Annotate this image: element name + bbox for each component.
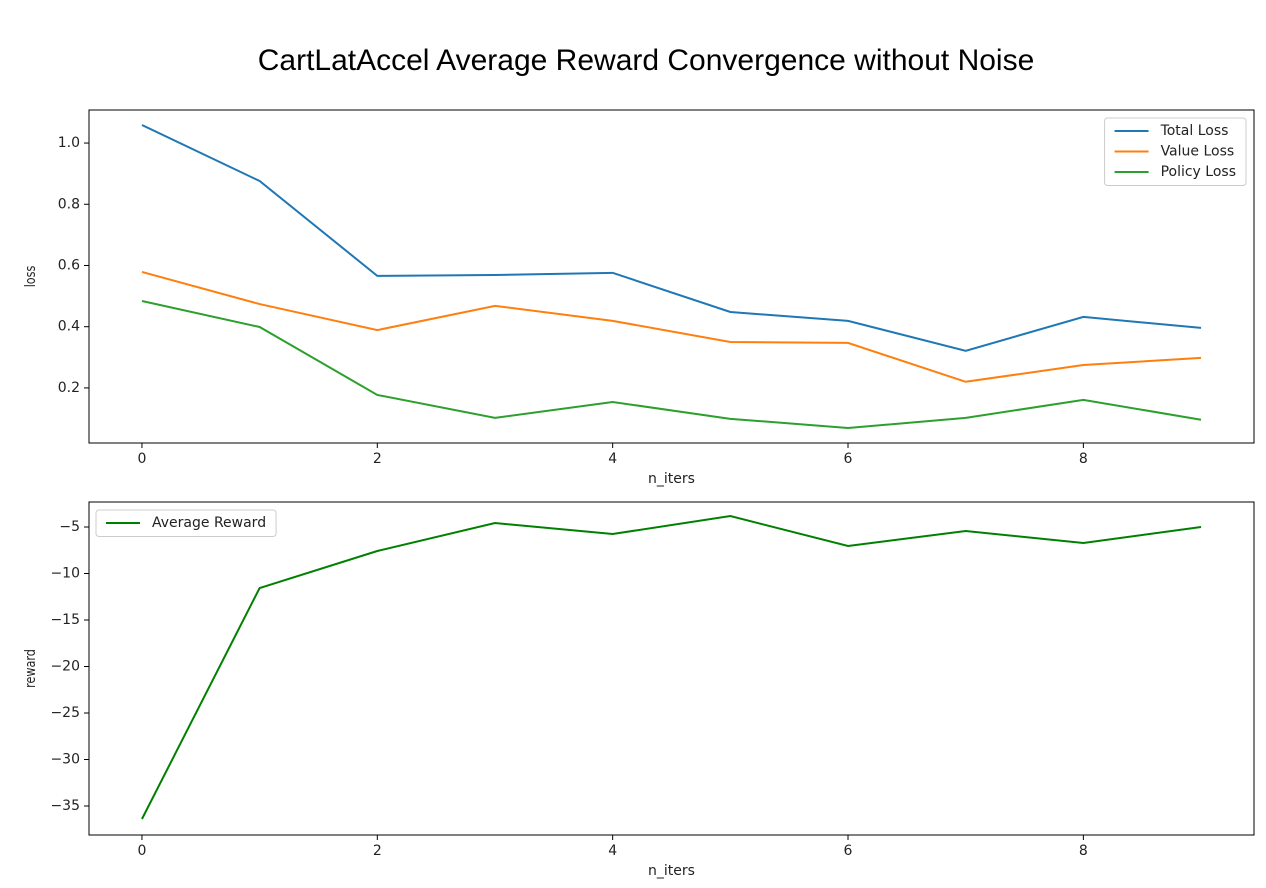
legend-label: Policy Loss [1161,164,1236,180]
x-tick-label: 6 [844,843,853,859]
line [141,515,1202,820]
y-tick-label: −15 [50,612,80,628]
subplot: 0 2 4 6 8 −35 −30 −25 −20 −15 −10 −5 n_iters reward Av… [22,501,1255,879]
x-tick-label: 8 [1079,843,1088,859]
x-tick-label: 6 [844,451,853,467]
x-axis-label: n_iters [648,471,695,487]
y-tick-label: −30 [50,751,80,767]
x-tick-label: 2 [373,843,382,859]
legend: Average Reward [95,509,277,537]
y-tick-label: −10 [50,566,80,582]
line [141,300,1202,430]
y-axis-label: reward [22,649,39,688]
y-tick-label: 0.4 [58,319,80,335]
x-tick-label: 0 [137,843,146,859]
x-tick-label: 2 [373,451,382,467]
axes-frame [88,501,1255,836]
line [141,270,1202,383]
figure-title: CartLatAccel Average Reward Convergence … [258,44,1035,77]
legend-frame [1104,117,1247,186]
x-tick-label: 0 [137,451,146,467]
y-tick-label: 0.8 [58,196,80,212]
y-tick-label: −20 [50,659,80,675]
legend-label: Value Loss [1161,144,1235,160]
x-tick-label: 4 [608,451,617,467]
y-tick-label: −5 [59,519,80,535]
legend-label: Average Reward [152,515,266,531]
x-tick-label: 4 [608,843,617,859]
y-tick-label: 0.2 [58,380,80,396]
legend: Total Loss Value Loss Policy Loss [1104,117,1247,186]
x-tick-label: 8 [1079,451,1088,467]
line [141,124,1202,352]
legend-label: Total Loss [1160,123,1229,139]
axes-frame [88,109,1255,444]
y-axis-label: loss [22,266,39,288]
y-tick-label: 0.6 [58,257,80,273]
y-tick-label: 1.0 [58,135,80,151]
y-tick-label: −25 [50,705,80,721]
y-tick-label: −35 [50,798,80,814]
subplot: 0 2 4 6 8 0.2 0.4 0.6 0.8 1.0 n_iters loss Total Los… [22,109,1255,487]
x-axis-label: n_iters [648,863,695,879]
legend-frame [95,509,277,537]
